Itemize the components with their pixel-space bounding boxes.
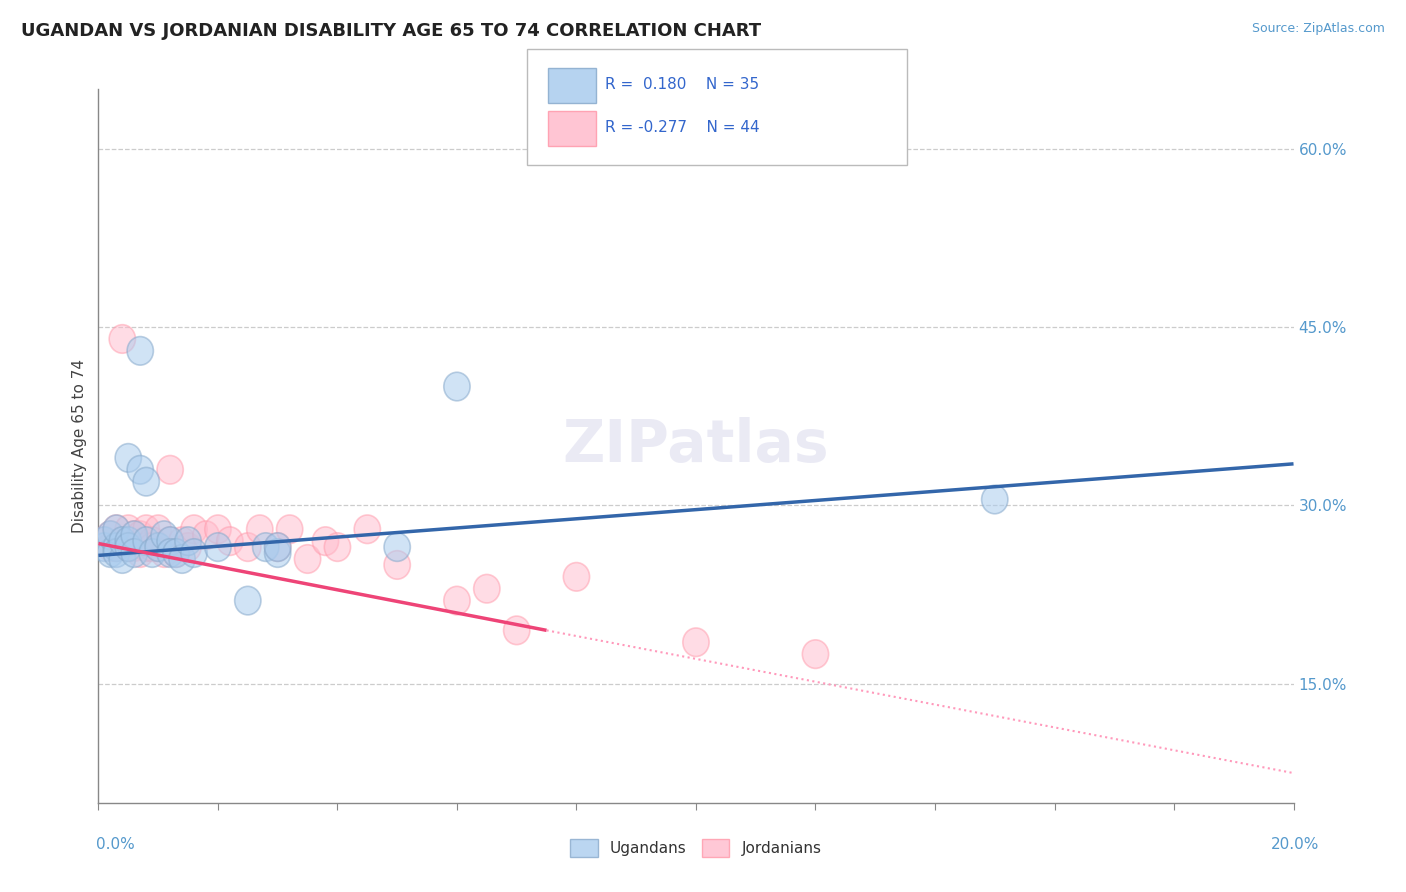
Ellipse shape [150, 521, 177, 549]
Ellipse shape [121, 533, 148, 561]
Ellipse shape [217, 527, 243, 556]
Ellipse shape [139, 539, 166, 567]
Ellipse shape [277, 515, 302, 543]
Ellipse shape [253, 533, 278, 561]
Ellipse shape [169, 545, 195, 574]
Ellipse shape [134, 527, 159, 556]
Ellipse shape [115, 527, 142, 556]
Ellipse shape [121, 539, 148, 567]
Ellipse shape [181, 515, 207, 543]
Ellipse shape [103, 533, 129, 561]
Ellipse shape [246, 515, 273, 543]
Text: Source: ZipAtlas.com: Source: ZipAtlas.com [1251, 22, 1385, 36]
Ellipse shape [683, 628, 709, 657]
Ellipse shape [139, 533, 166, 561]
Ellipse shape [134, 533, 159, 561]
Ellipse shape [121, 521, 148, 549]
Ellipse shape [127, 521, 153, 549]
Ellipse shape [384, 550, 411, 579]
Ellipse shape [91, 527, 118, 556]
Ellipse shape [981, 485, 1008, 514]
Ellipse shape [193, 521, 219, 549]
Ellipse shape [169, 527, 195, 556]
Ellipse shape [97, 521, 124, 549]
Ellipse shape [127, 539, 153, 567]
Ellipse shape [503, 616, 530, 645]
Legend: Ugandans, Jordanians: Ugandans, Jordanians [564, 833, 828, 863]
Ellipse shape [110, 527, 135, 556]
Ellipse shape [103, 533, 129, 561]
Ellipse shape [163, 539, 190, 567]
Ellipse shape [139, 527, 166, 556]
Ellipse shape [157, 456, 183, 484]
Ellipse shape [110, 527, 135, 556]
Ellipse shape [235, 533, 262, 561]
Ellipse shape [264, 539, 291, 567]
Ellipse shape [174, 533, 201, 561]
Y-axis label: Disability Age 65 to 74: Disability Age 65 to 74 [72, 359, 87, 533]
Ellipse shape [115, 533, 142, 561]
Ellipse shape [803, 640, 828, 668]
Ellipse shape [325, 533, 350, 561]
Text: R =  0.180    N = 35: R = 0.180 N = 35 [605, 78, 759, 92]
Ellipse shape [294, 545, 321, 574]
Ellipse shape [163, 539, 190, 567]
Ellipse shape [103, 515, 129, 543]
Ellipse shape [145, 533, 172, 561]
Ellipse shape [235, 586, 262, 615]
Ellipse shape [264, 533, 291, 561]
Ellipse shape [115, 515, 142, 543]
Text: ZIPatlas: ZIPatlas [562, 417, 830, 475]
Text: R = -0.277    N = 44: R = -0.277 N = 44 [605, 120, 759, 135]
Ellipse shape [97, 521, 124, 549]
Ellipse shape [145, 533, 172, 561]
Ellipse shape [115, 533, 142, 561]
Ellipse shape [97, 539, 124, 567]
Ellipse shape [444, 586, 470, 615]
Text: 0.0%: 0.0% [96, 838, 135, 852]
Ellipse shape [150, 539, 177, 567]
Ellipse shape [103, 539, 129, 567]
Ellipse shape [121, 521, 148, 549]
Ellipse shape [264, 533, 291, 561]
Ellipse shape [444, 372, 470, 401]
Ellipse shape [110, 545, 135, 574]
Ellipse shape [103, 515, 129, 543]
Ellipse shape [564, 563, 589, 591]
Ellipse shape [157, 527, 183, 556]
Ellipse shape [115, 443, 142, 472]
Ellipse shape [97, 533, 124, 561]
Ellipse shape [127, 456, 153, 484]
Ellipse shape [174, 527, 201, 556]
Text: 20.0%: 20.0% [1271, 838, 1319, 852]
Ellipse shape [134, 467, 159, 496]
Ellipse shape [205, 533, 231, 561]
Ellipse shape [474, 574, 501, 603]
Ellipse shape [384, 533, 411, 561]
Ellipse shape [157, 539, 183, 567]
Ellipse shape [134, 515, 159, 543]
Ellipse shape [145, 515, 172, 543]
Text: UGANDAN VS JORDANIAN DISABILITY AGE 65 TO 74 CORRELATION CHART: UGANDAN VS JORDANIAN DISABILITY AGE 65 T… [21, 22, 761, 40]
Ellipse shape [127, 336, 153, 365]
Ellipse shape [205, 515, 231, 543]
Ellipse shape [354, 515, 381, 543]
Ellipse shape [157, 527, 183, 556]
Ellipse shape [312, 527, 339, 556]
Ellipse shape [91, 533, 118, 561]
Ellipse shape [181, 539, 207, 567]
Ellipse shape [91, 527, 118, 556]
Ellipse shape [110, 325, 135, 353]
